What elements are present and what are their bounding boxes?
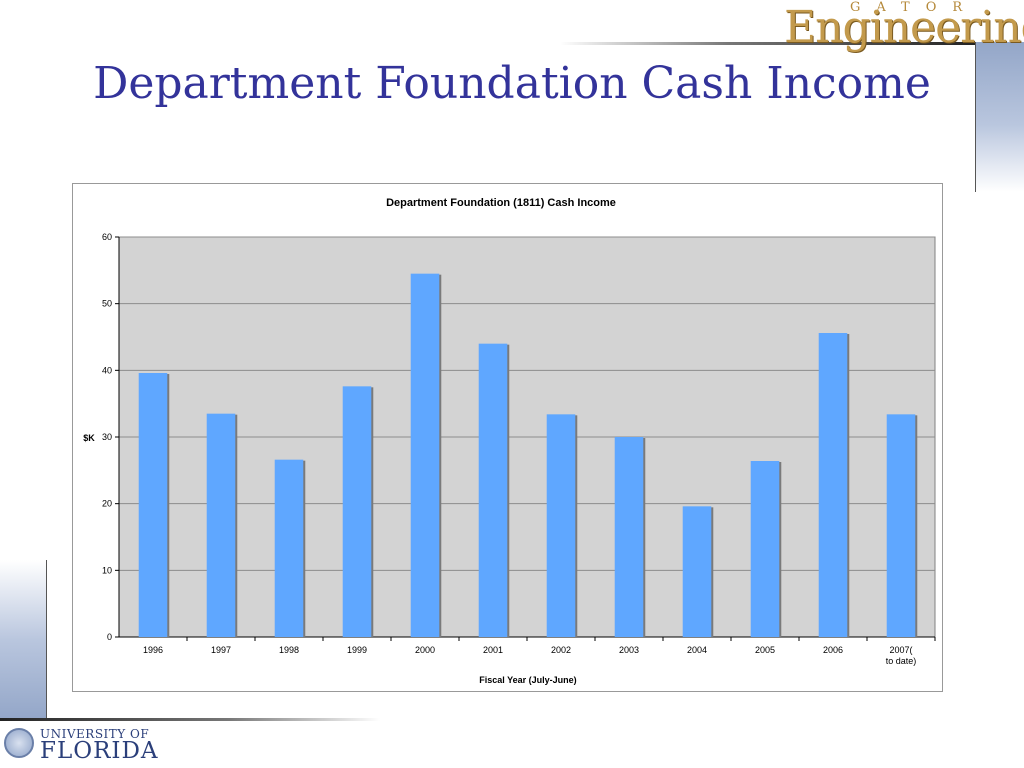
y-tick-label: 30 (102, 432, 112, 442)
y-tick-label: 60 (102, 232, 112, 242)
bottom-rule (0, 718, 380, 721)
x-tick-label: 2003 (619, 645, 639, 655)
uf-seal-icon (4, 728, 34, 758)
uf-wordmark-small: UNIVERSITY OF (40, 727, 150, 741)
chart-frame: Department Foundation (1811) Cash Income… (72, 183, 943, 692)
chart-title: Department Foundation (1811) Cash Income (386, 197, 616, 209)
x-tick-label: 2005 (755, 645, 775, 655)
x-tick-label: 1999 (347, 645, 367, 655)
x-tick-label: 1996 (143, 645, 163, 655)
bar (818, 333, 848, 637)
x-tick-label: to date) (886, 656, 917, 666)
x-axis-label: Fiscal Year (July-June) (479, 675, 576, 685)
x-tick-label: 2006 (823, 645, 843, 655)
x-tick-label: 2004 (687, 645, 707, 655)
bar (138, 373, 168, 637)
bar (206, 413, 236, 637)
x-tick-label: 2001 (483, 645, 503, 655)
x-tick-label: 1997 (211, 645, 231, 655)
left-decorative-strip (0, 560, 47, 720)
bar (274, 459, 304, 637)
y-axis-label: $K (83, 433, 95, 443)
bar (886, 414, 916, 637)
bar (750, 461, 780, 637)
top-rule (560, 42, 980, 45)
bar-chart: Department Foundation (1811) Cash Income… (83, 197, 936, 685)
y-tick-label: 50 (102, 299, 112, 309)
x-tick-label: 2007( (889, 645, 912, 655)
bar (342, 386, 372, 637)
engineering-logo-text: Engineering (784, 2, 1024, 53)
bar (614, 437, 644, 637)
uf-wordmark-big: FLORIDA (40, 738, 159, 764)
y-tick-label: 10 (102, 565, 112, 575)
y-tick-label: 0 (107, 632, 112, 642)
bar (478, 343, 508, 637)
bar (682, 506, 712, 637)
y-tick-label: 20 (102, 499, 112, 509)
slide-title: Department Foundation Cash Income (93, 58, 931, 109)
x-tick-label: 1998 (279, 645, 299, 655)
gator-logo-small-text: GATOR (850, 0, 979, 15)
x-tick-label: 2000 (415, 645, 435, 655)
y-tick-label: 40 (102, 365, 112, 375)
x-tick-label: 2002 (551, 645, 571, 655)
bar (410, 273, 440, 637)
right-decorative-strip (975, 42, 1024, 192)
bar (546, 414, 576, 637)
